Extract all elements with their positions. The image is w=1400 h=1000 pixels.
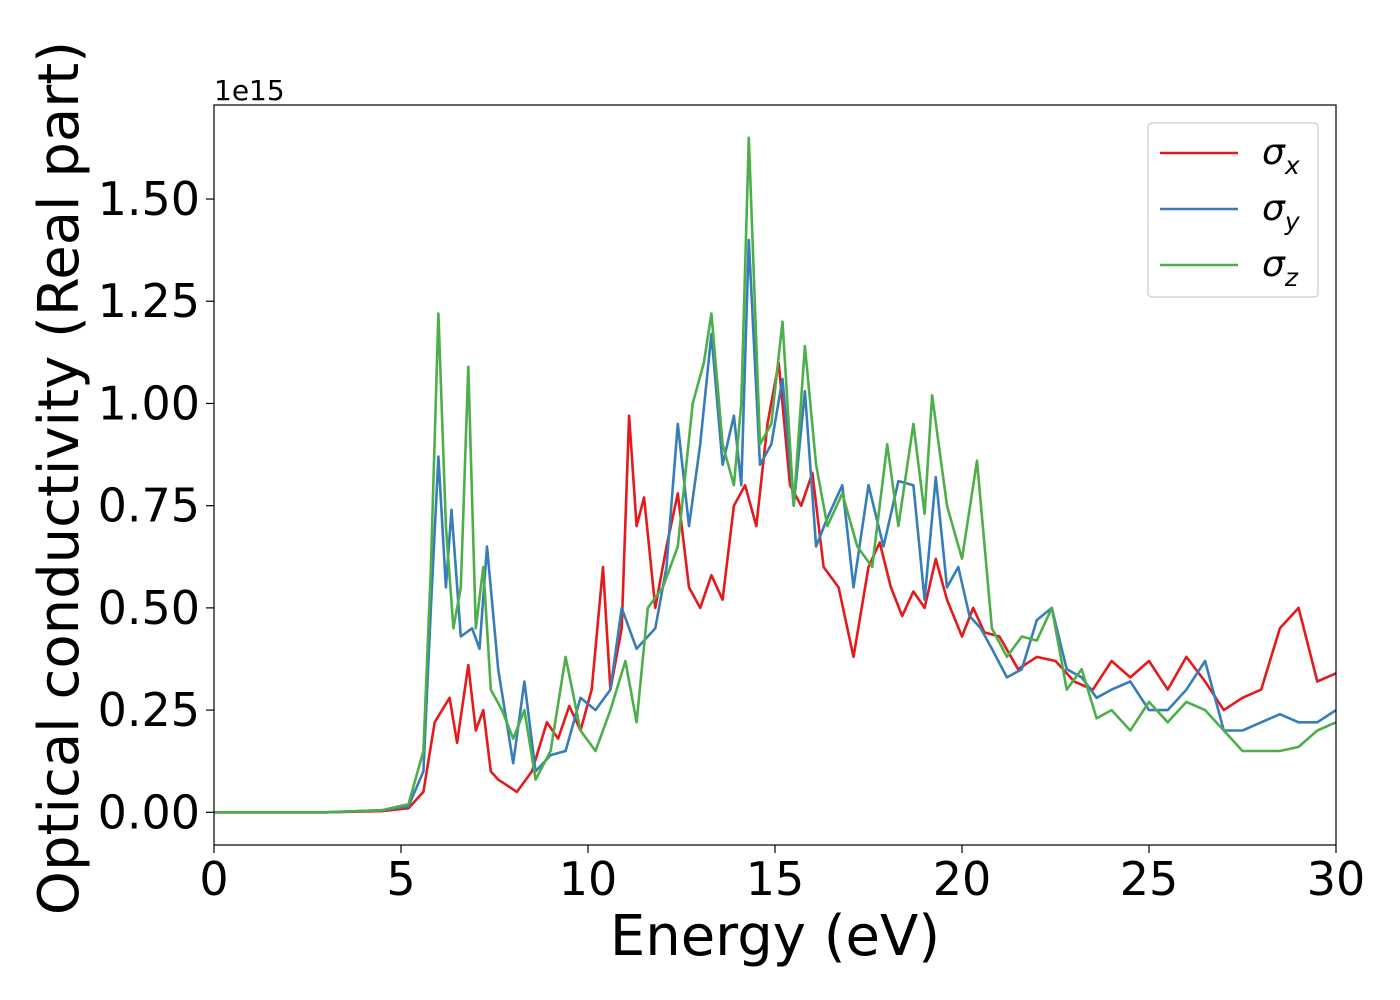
y-axis-ticks: 0.00 0.25 0.50 0.75 1.00 1.25 1.50 bbox=[98, 172, 214, 839]
x-tick-label: 25 bbox=[1120, 852, 1179, 906]
x-tick-label: 10 bbox=[559, 852, 618, 906]
x-tick-label: 0 bbox=[199, 852, 228, 906]
y-tick-label: 0.75 bbox=[98, 479, 200, 533]
series-line-z bbox=[214, 136, 1337, 814]
y-tick-label: 0.00 bbox=[98, 785, 200, 839]
series-line-y bbox=[214, 238, 1337, 814]
x-tick-label: 30 bbox=[1307, 852, 1366, 906]
series-layer bbox=[214, 136, 1337, 814]
x-axis-title: Energy (eV) bbox=[610, 904, 940, 969]
y-tick-label: 1.50 bbox=[98, 172, 200, 226]
legend-label-z: σz bbox=[1262, 244, 1299, 292]
legend: σx σy σz bbox=[1147, 122, 1319, 298]
legend-label-x: σx bbox=[1262, 132, 1300, 180]
x-tick-label: 5 bbox=[386, 852, 415, 906]
x-tick-label: 15 bbox=[746, 852, 805, 906]
y-axis-title: Optical conductivity (Real part) bbox=[27, 41, 92, 915]
legend-label-y: σy bbox=[1262, 188, 1301, 236]
y-tick-label: 0.50 bbox=[98, 581, 200, 635]
y-tick-label: 1.00 bbox=[98, 376, 200, 430]
x-tick-label: 20 bbox=[933, 852, 992, 906]
series-line-x bbox=[214, 361, 1337, 814]
y-tick-label: 1.25 bbox=[98, 274, 200, 328]
y-offset-label: 1e15 bbox=[214, 74, 285, 107]
y-tick-label: 0.25 bbox=[98, 683, 200, 737]
x-axis-ticks: 0 5 10 15 20 25 30 bbox=[199, 845, 1365, 906]
